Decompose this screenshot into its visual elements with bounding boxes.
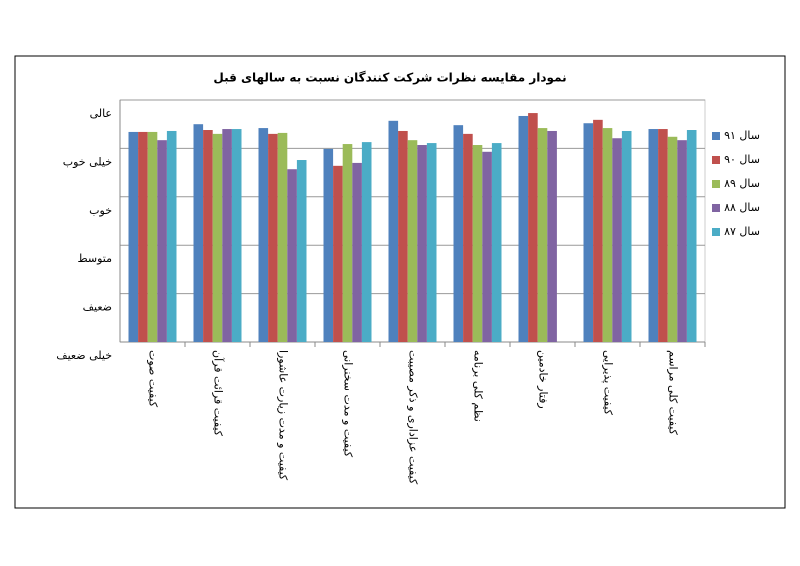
chart-title: نمودار مقایسه نظرات شرکت کنندگان نسبت به…	[213, 71, 566, 86]
x-tick-label: کیفیت و مدت زیارت عاشورا	[277, 350, 290, 481]
bar	[648, 129, 659, 342]
bar	[212, 133, 223, 342]
bar	[426, 143, 437, 342]
bar	[518, 115, 529, 342]
legend-label: سال ۸۸	[724, 201, 760, 214]
bar	[323, 148, 334, 342]
bar	[472, 145, 483, 342]
bar	[333, 165, 343, 342]
bar	[388, 120, 399, 342]
y-tick-label: خوب	[89, 204, 112, 217]
bar	[342, 144, 353, 342]
x-tick-label: کیفیت قرائت قرآن	[212, 350, 226, 437]
y-tick-label: متوسط	[77, 252, 112, 265]
bar	[361, 142, 372, 342]
x-tick-label: کیفیت و مدت سخنرانی	[342, 350, 355, 458]
x-tick-label: رفتار خادمین	[537, 350, 550, 409]
bar	[593, 119, 603, 343]
bar	[407, 140, 418, 342]
y-tick-label: عالی	[90, 107, 112, 120]
y-tick-label: خیلی ضعیف	[56, 349, 112, 362]
legend-swatch	[712, 132, 720, 140]
legend-swatch	[712, 156, 720, 164]
legend-label: سال ۸۷	[724, 225, 760, 238]
legend-label: سال ۸۹	[724, 177, 760, 190]
bar	[491, 143, 502, 342]
legend-swatch	[712, 204, 720, 212]
legend-label: سال ۹۰	[724, 153, 760, 166]
bar	[528, 113, 538, 343]
x-tick-label: کیفیت صوت	[147, 350, 160, 408]
x-tick-label: کیفیت عزاداری و ذکر مصیبت	[407, 350, 420, 485]
y-tick-label: خیلی خوب	[63, 155, 112, 168]
bar	[482, 151, 492, 342]
bar	[537, 128, 548, 342]
bar	[453, 125, 464, 342]
bar	[231, 129, 242, 342]
bar	[547, 130, 557, 342]
bar	[621, 130, 632, 342]
bar	[463, 133, 473, 342]
bar	[166, 130, 177, 342]
x-tick-label: کیفیت کلی مراسم	[667, 350, 680, 436]
bar	[277, 132, 288, 342]
x-tick-label: کیفیت پذیرایی	[602, 350, 615, 416]
bar	[658, 129, 668, 342]
bar	[667, 136, 678, 342]
bar	[203, 130, 213, 342]
legend-swatch	[712, 228, 720, 236]
legend-swatch	[712, 180, 720, 188]
bar	[583, 123, 594, 343]
bar	[398, 130, 408, 342]
bar	[352, 162, 362, 342]
x-tick-label: نظم کلی برنامه	[472, 350, 485, 422]
bar	[677, 140, 687, 342]
bar	[128, 131, 139, 342]
bar	[417, 145, 427, 342]
bar	[258, 128, 269, 342]
bar	[138, 131, 148, 342]
bar	[222, 129, 232, 342]
bar	[287, 169, 297, 342]
bar	[147, 131, 158, 342]
y-tick-label: ضعیف	[83, 301, 112, 314]
bar	[193, 124, 204, 342]
bar	[612, 138, 622, 342]
legend-label: سال ۹۱	[724, 129, 760, 142]
bar	[686, 130, 697, 342]
bar	[296, 160, 307, 342]
bar	[157, 140, 167, 342]
bar	[268, 133, 278, 342]
bar	[602, 128, 613, 342]
